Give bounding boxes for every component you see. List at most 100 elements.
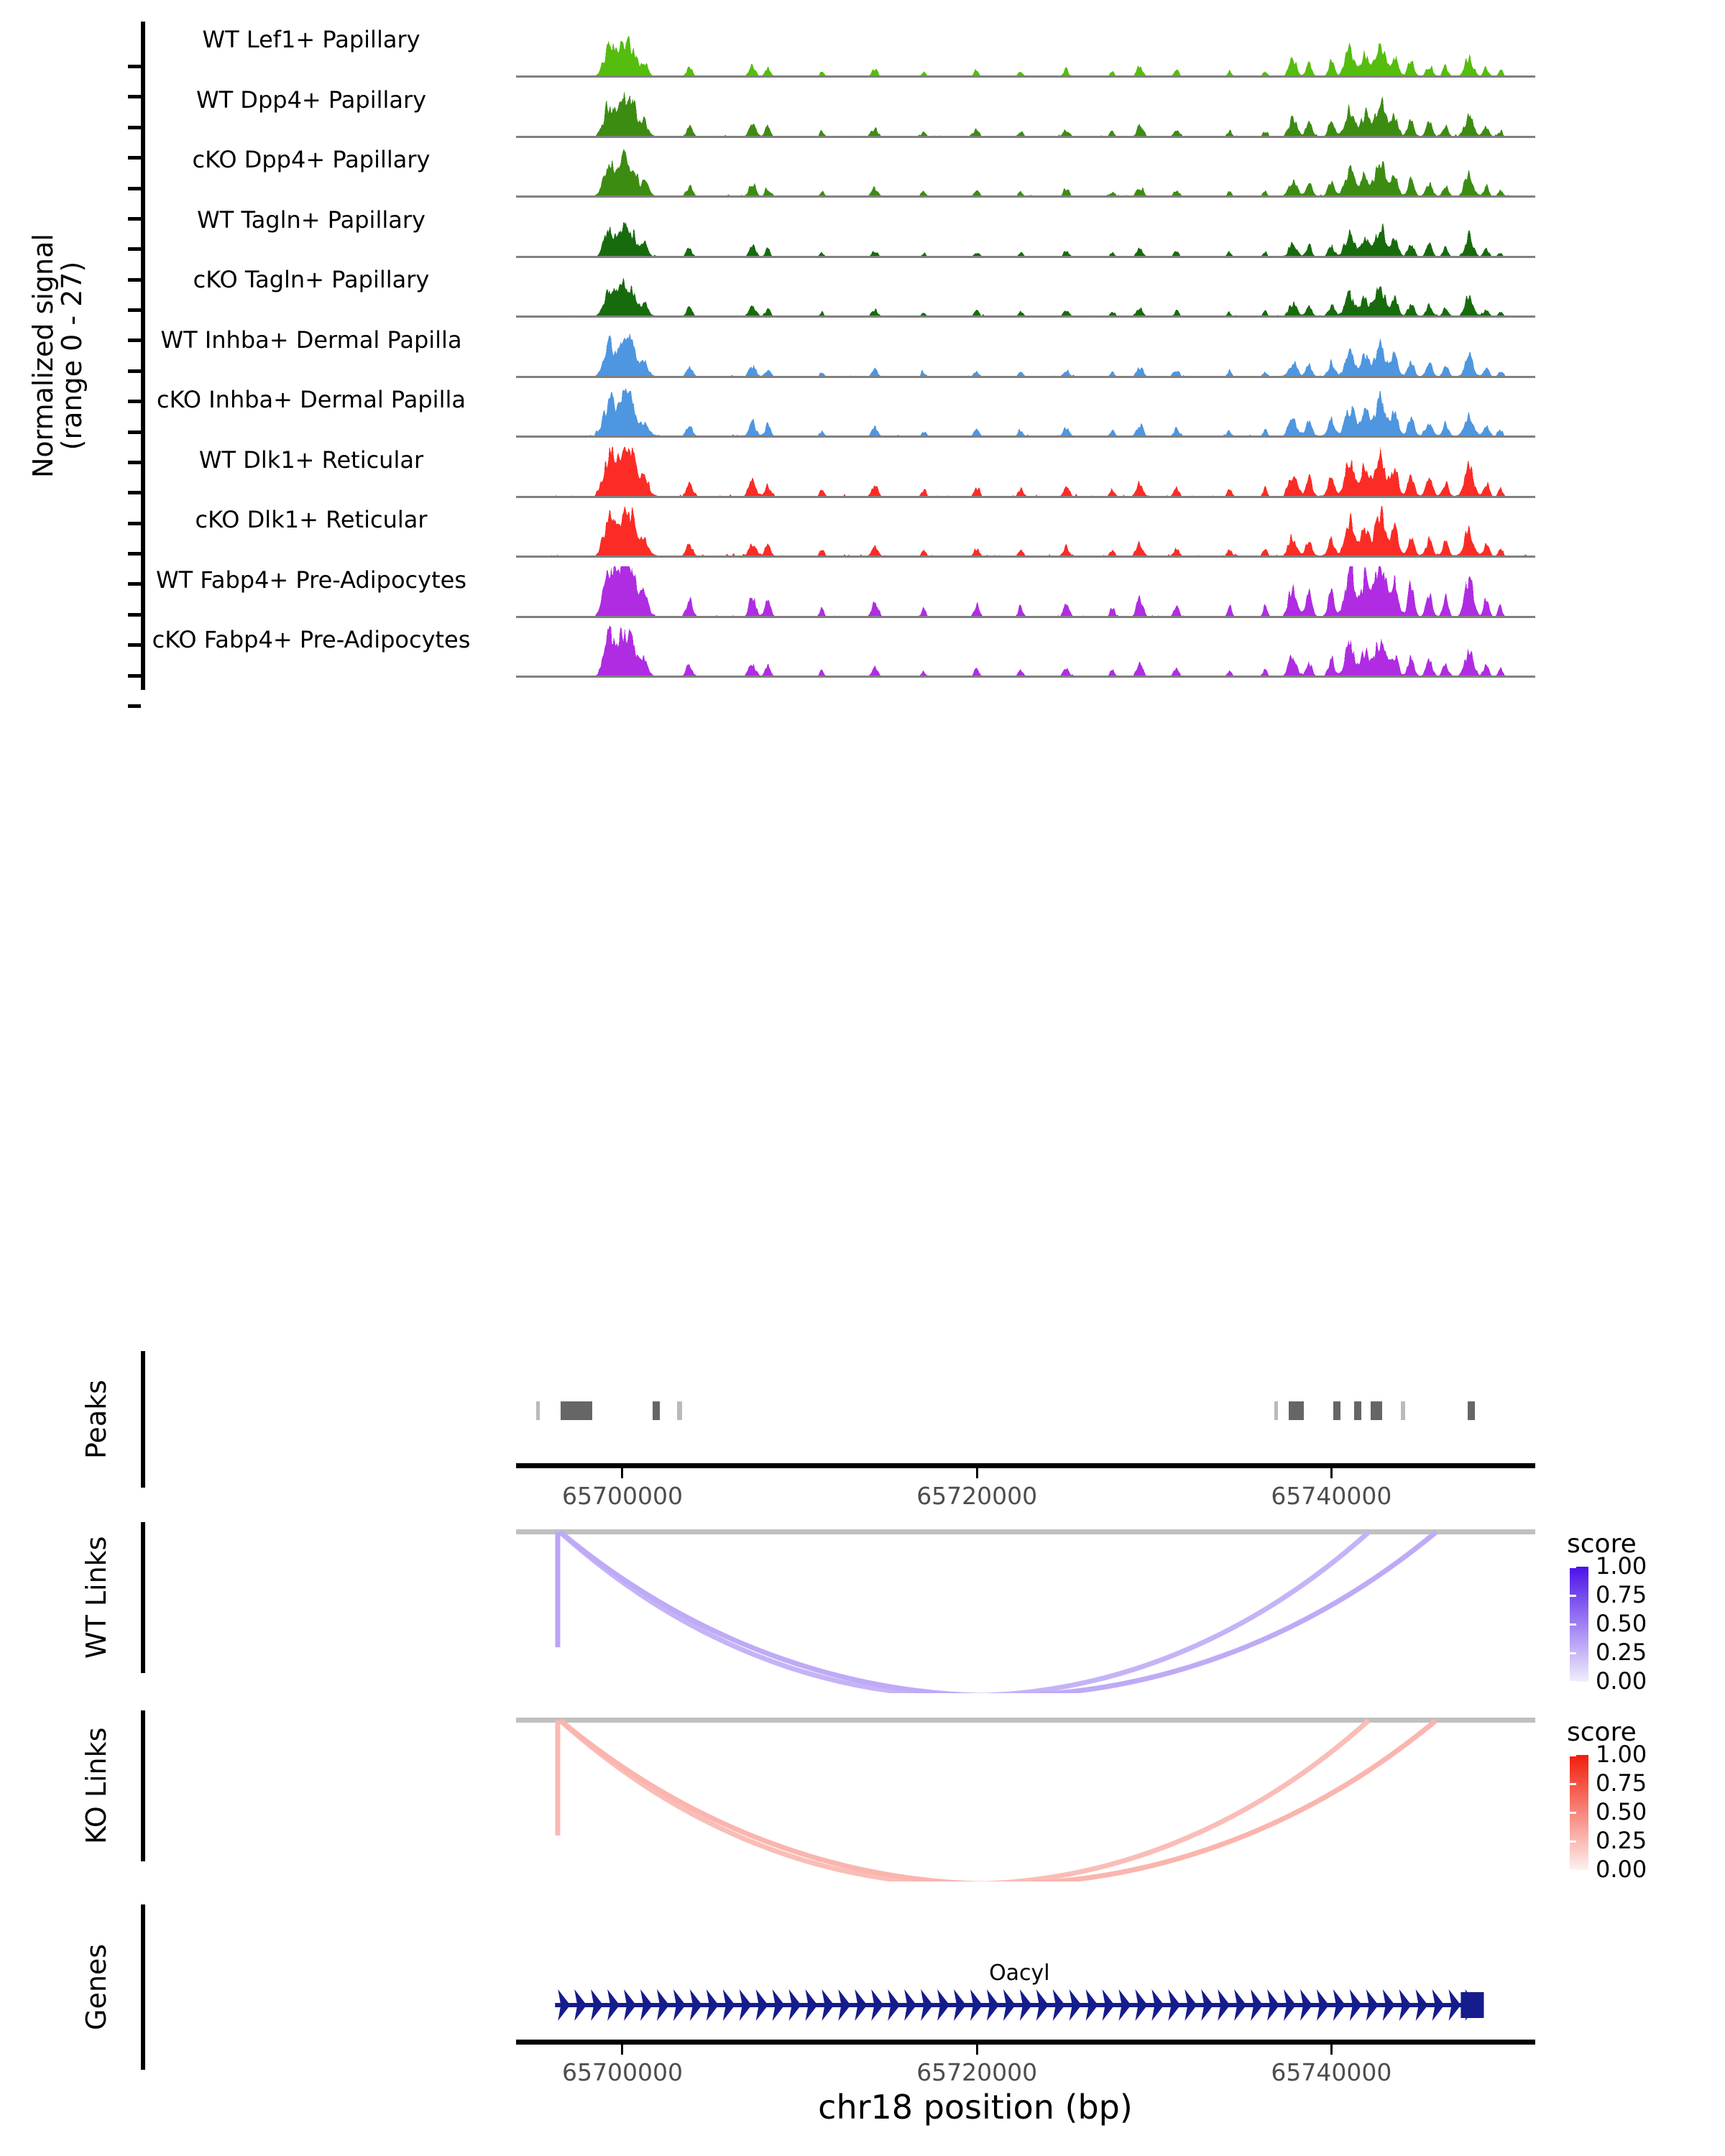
gene-strand-arrow: [1003, 1989, 1016, 2021]
ruler-bar: [516, 1463, 1535, 1468]
gene-strand-arrow: [1300, 1989, 1312, 2021]
coverage-track: [516, 326, 1535, 378]
gene-strand-arrow: [1151, 1989, 1164, 2021]
y-axis-tick: [128, 612, 141, 617]
track-baseline: [516, 436, 1535, 438]
link-arc: [558, 1718, 1371, 1881]
gene-model: [555, 1989, 1484, 2021]
legend-tick-label: 0.75: [1596, 1769, 1647, 1797]
y-axis-title-line1: Normalized signal: [27, 234, 59, 478]
legend-tick-mark: [1570, 1783, 1576, 1785]
legend-tick-label: 0.00: [1596, 1667, 1647, 1695]
gene-strand-arrow: [1019, 1989, 1032, 2021]
track-baseline: [516, 375, 1535, 378]
legend-tick-label: 0.50: [1596, 1610, 1647, 1637]
coverage-track: [516, 506, 1535, 558]
legend-tick-label: 0.00: [1596, 1856, 1647, 1883]
coverage-track: [516, 86, 1535, 138]
links-top-rule: [516, 1529, 1535, 1534]
gene-strand-arrow: [673, 1989, 686, 2021]
peak-region: [1333, 1401, 1340, 1420]
y-axis-tick: [128, 338, 141, 343]
track-baseline: [516, 75, 1535, 78]
gene-strand-arrow: [689, 1989, 702, 2021]
ruler-tick-label: 65720000: [916, 1482, 1038, 1510]
gene-strand-arrow: [1448, 1989, 1461, 2021]
ruler-tick-label: 65720000: [916, 2058, 1038, 2086]
ruler-tick: [621, 1468, 624, 1478]
legend-tick-mark: [1570, 1841, 1576, 1843]
coverage-track: [516, 206, 1535, 258]
link-arc: [558, 1530, 1371, 1693]
gene-strand-arrow: [1333, 1989, 1346, 2021]
peak-region: [677, 1401, 682, 1420]
track-label: cKO Inhba+ Dermal Papilla: [157, 386, 466, 413]
gene-strand-arrow: [1036, 1989, 1049, 2021]
gene-strand-arrow: [1316, 1989, 1329, 2021]
y-axis-tick: [128, 430, 141, 434]
gene-strand-arrow: [1052, 1989, 1065, 2021]
peaks-panel-label: Peaks: [80, 1379, 112, 1459]
y-axis-tick: [128, 247, 141, 252]
coverage-track: [516, 566, 1535, 618]
legend-tick-mark: [1570, 1812, 1576, 1814]
legend-tick-label: 0.25: [1596, 1639, 1647, 1666]
gene-strand-arrow: [1118, 1989, 1131, 2021]
legend-tick-label: 0.25: [1596, 1827, 1647, 1854]
track-label: WT Fabp4+ Pre-Adipocytes: [156, 566, 466, 594]
coverage-signal: [516, 506, 1535, 558]
track-baseline: [516, 556, 1535, 558]
ko-links-axis-spine: [141, 1710, 145, 1861]
y-axis-tick: [128, 704, 141, 708]
link-arc: [558, 1530, 1438, 1693]
gene-exon: [1460, 1992, 1484, 2018]
x-axis-title: chr18 position (bp): [818, 2088, 1133, 2127]
y-axis-tick: [128, 308, 141, 313]
y-axis-title-line2: (range 0 - 27): [56, 261, 88, 451]
gene-strand-arrow: [1085, 1989, 1098, 2021]
y-axis-tick: [128, 582, 141, 586]
coverage-track: [516, 146, 1535, 198]
links-arcs: [555, 1718, 1438, 1881]
coverage-track: [516, 266, 1535, 318]
peak-region: [1400, 1401, 1405, 1420]
track-label: WT Lef1+ Papillary: [202, 26, 420, 53]
track-baseline: [516, 255, 1535, 258]
track-baseline: [516, 495, 1535, 498]
y-axis-tick: [128, 186, 141, 190]
legend-tick-label: 1.00: [1596, 1552, 1647, 1580]
track-label: cKO Dlk1+ Reticular: [195, 506, 428, 533]
gene-strand-arrow: [574, 1989, 587, 2021]
gene-strand-arrow: [1218, 1989, 1230, 2021]
gene-strand-arrow: [755, 1989, 768, 2021]
coverage-signal: [516, 387, 1535, 438]
gene-strand-arrow: [1399, 1989, 1412, 2021]
y-axis-tick: [128, 369, 141, 373]
y-axis-tick: [128, 552, 141, 556]
ruler-tick: [621, 2045, 624, 2055]
ruler-bar: [516, 2040, 1535, 2045]
peak-region: [1289, 1401, 1305, 1420]
peak-region: [652, 1401, 660, 1420]
peak-region: [1354, 1401, 1362, 1420]
track-baseline: [516, 135, 1535, 138]
legend-tick-mark: [1570, 1566, 1576, 1568]
gene-strand-arrow: [1284, 1989, 1297, 2021]
gene-strand-arrow: [1201, 1989, 1214, 2021]
gene-strand-arrow: [1382, 1989, 1395, 2021]
gene-strand-arrow: [1135, 1989, 1148, 2021]
track-label: cKO Dpp4+ Papillary: [192, 146, 431, 173]
y-axis-title: Normalized signal (range 0 - 27): [27, 234, 88, 478]
y-axis-tick: [128, 460, 141, 464]
gene-strand-arrow: [805, 1989, 818, 2021]
gene-strand-arrow: [591, 1989, 604, 2021]
coverage-track: [516, 626, 1535, 678]
y-axis-tick: [128, 95, 141, 99]
ruler-tick: [1330, 2045, 1333, 2055]
legend-tick-mark: [1570, 1681, 1576, 1683]
gene-strand-arrow: [739, 1989, 752, 2021]
gene-strand-arrow: [838, 1989, 851, 2021]
gene-strand-arrow: [772, 1989, 785, 2021]
y-axis-tick: [128, 277, 141, 282]
y-axis-tick: [128, 216, 141, 221]
